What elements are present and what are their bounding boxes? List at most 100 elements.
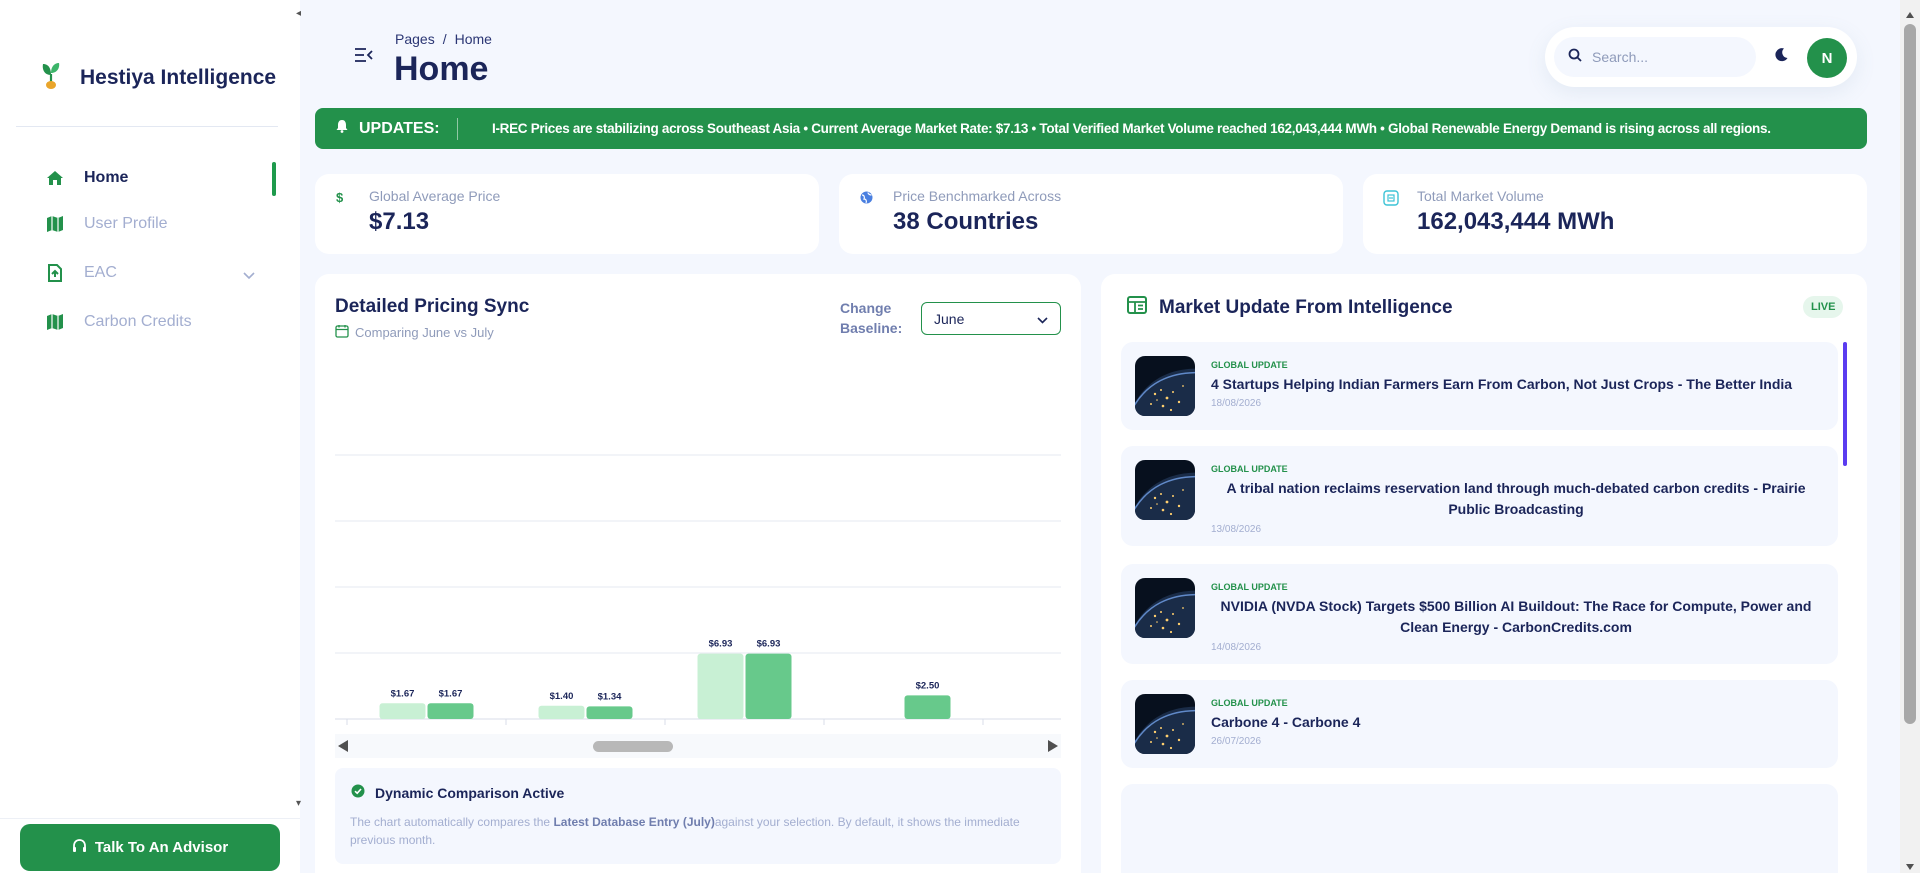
check-circle-icon <box>351 784 365 801</box>
chart-data-label: $1.67 <box>391 688 415 699</box>
news-tag: GLOBAL UPDATE <box>1211 360 1288 370</box>
chart-bar <box>745 653 792 719</box>
earth-night-thumbnail <box>1135 356 1195 416</box>
scroll-down-icon[interactable] <box>1905 858 1915 873</box>
info-text: The chart automatically compares the Lat… <box>350 813 1050 849</box>
dollar-icon: $ <box>335 190 347 211</box>
news-title[interactable]: 4 Startups Helping Indian Farmers Earn F… <box>1211 376 1793 392</box>
earth-night-thumbnail <box>1135 460 1195 520</box>
sidebar-item-carbon-credits[interactable]: Carbon Credits <box>46 310 192 334</box>
chevron-down-icon[interactable] <box>243 267 255 285</box>
updates-divider <box>457 117 458 140</box>
caret-left-icon: ◂ <box>296 8 302 19</box>
scroll-right-icon[interactable] <box>1047 739 1059 758</box>
scroll-thumb[interactable] <box>593 741 673 752</box>
pricing-title: Detailed Pricing Sync <box>335 296 530 317</box>
headset-icon <box>72 838 87 857</box>
breadcrumb-separator: / <box>442 31 447 47</box>
market-update-card: Market Update From Intelligence LIVE GLO… <box>1101 274 1867 873</box>
pricing-bar-chart: Kazakhstan$1.67$1.67Malaysia$1.40$1.34Me… <box>335 454 1061 725</box>
breadcrumb-root[interactable]: Pages <box>395 31 435 47</box>
sidebar-divider <box>0 818 300 819</box>
baseline-select[interactable]: June <box>921 302 1061 335</box>
scroll-up-icon[interactable] <box>1905 6 1915 24</box>
sidebar-item-label: Home <box>84 169 129 186</box>
earth-night-thumbnail <box>1135 694 1195 754</box>
sidebar-item-label: User Profile <box>84 215 168 232</box>
map-icon <box>46 313 64 331</box>
market-title: Market Update From Intelligence <box>1127 296 1453 320</box>
news-item[interactable]: GLOBAL UPDATE Carbone 4 - Carbone 4 26/0… <box>1121 680 1838 768</box>
breadcrumb-current[interactable]: Home <box>454 31 492 47</box>
stat-label: Price Benchmarked Across <box>893 188 1062 204</box>
globe-icon <box>859 190 874 210</box>
news-title[interactable]: NVIDIA (NVDA Stock) Targets $500 Billion… <box>1220 598 1812 635</box>
sidebar-item-user-profile[interactable]: User Profile <box>46 212 168 236</box>
news-tag: GLOBAL UPDATE <box>1211 582 1288 592</box>
news-item[interactable]: GLOBAL UPDATE A tribal nation reclaims r… <box>1121 446 1838 546</box>
news-date: 13/08/2026 <box>1211 524 1262 535</box>
brand[interactable]: Hestiya Intelligence <box>40 60 276 95</box>
news-item-partial[interactable] <box>1121 784 1838 873</box>
info-title: Dynamic Comparison Active <box>351 784 564 801</box>
stat-value: $7.13 <box>369 208 430 235</box>
news-scroll-indicator[interactable] <box>1843 342 1847 466</box>
calendar-icon <box>335 324 349 341</box>
baseline-label-line1: Change <box>840 300 892 316</box>
search-input[interactable] <box>1592 49 1742 65</box>
svg-text:$: $ <box>336 190 344 205</box>
news-item[interactable]: GLOBAL UPDATE NVIDIA (NVDA Stock) Target… <box>1121 564 1838 664</box>
menu-collapse-icon[interactable] <box>354 48 374 67</box>
chart-data-label: $1.34 <box>598 691 622 702</box>
info-title-text: Dynamic Comparison Active <box>375 784 565 801</box>
chart-bar <box>379 703 426 719</box>
news-date: 14/08/2026 <box>1211 642 1262 653</box>
search-box[interactable] <box>1554 37 1756 77</box>
comparison-info-box: Dynamic Comparison Active The chart auto… <box>335 768 1061 864</box>
breadcrumb: Pages / Home <box>395 31 492 47</box>
news-item[interactable]: GLOBAL UPDATE 4 Startups Helping Indian … <box>1121 342 1838 430</box>
chart-bar <box>427 703 474 719</box>
stat-card-countries: Price Benchmarked Across 38 Countries <box>839 174 1343 254</box>
sidebar-item-home[interactable]: Home <box>46 166 128 190</box>
info-text-bold: Latest Database Entry (July) <box>553 815 715 829</box>
live-badge: LIVE <box>1803 296 1844 318</box>
updates-label: UPDATES: <box>315 119 445 138</box>
scroll-left-icon[interactable] <box>337 739 349 758</box>
market-title-text: Market Update From Intelligence <box>1159 297 1453 318</box>
sidebar-item-eac[interactable]: EAC <box>46 261 117 285</box>
search-icon <box>1568 48 1582 67</box>
newspaper-icon <box>1127 296 1147 320</box>
info-text-part1: The chart automatically compares the <box>350 815 554 829</box>
stat-card-market-volume: Total Market Volume 162,043,444 MWh <box>1363 174 1867 254</box>
stat-value: 38 Countries <box>893 208 1039 235</box>
page-scrollbar[interactable] <box>1900 0 1920 873</box>
chevron-down-icon <box>1037 311 1048 327</box>
chart-data-label: $1.40 <box>550 691 574 702</box>
talk-to-advisor-button[interactable]: Talk To An Advisor <box>20 824 280 871</box>
page-scroll-thumb[interactable] <box>1904 24 1916 724</box>
caret-down-icon: ▾ <box>296 798 302 809</box>
chart-bar <box>697 653 744 719</box>
news-date: 18/08/2026 <box>1211 398 1262 409</box>
bell-icon <box>335 119 349 138</box>
news-tag: GLOBAL UPDATE <box>1211 698 1288 708</box>
chart-bar <box>904 695 951 719</box>
page-title: Home <box>394 50 489 88</box>
avatar[interactable]: N <box>1807 38 1847 78</box>
sidebar-item-label: Carbon Credits <box>84 313 192 330</box>
baseline-label-line2: Baseline: <box>840 320 903 336</box>
meter-icon <box>1383 190 1399 211</box>
chart-horizontal-scrollbar[interactable] <box>335 734 1061 758</box>
updates-banner: UPDATES: I-REC Prices are stabilizing ac… <box>315 108 1867 149</box>
chart-bar <box>538 705 585 719</box>
sidebar-item-label: EAC <box>84 264 117 281</box>
brand-divider <box>16 126 278 127</box>
moon-icon[interactable] <box>1773 47 1789 68</box>
news-title[interactable]: Carbone 4 - Carbone 4 <box>1211 714 1361 730</box>
news-title[interactable]: A tribal nation reclaims reservation lan… <box>1226 480 1806 517</box>
baseline-label: Change Baseline: <box>840 298 902 338</box>
chart-data-label: $6.93 <box>757 639 781 650</box>
pricing-subtitle-text: Comparing June vs July <box>355 325 494 340</box>
updates-ticker: I-REC Prices are stabilizing across Sout… <box>492 121 1771 136</box>
